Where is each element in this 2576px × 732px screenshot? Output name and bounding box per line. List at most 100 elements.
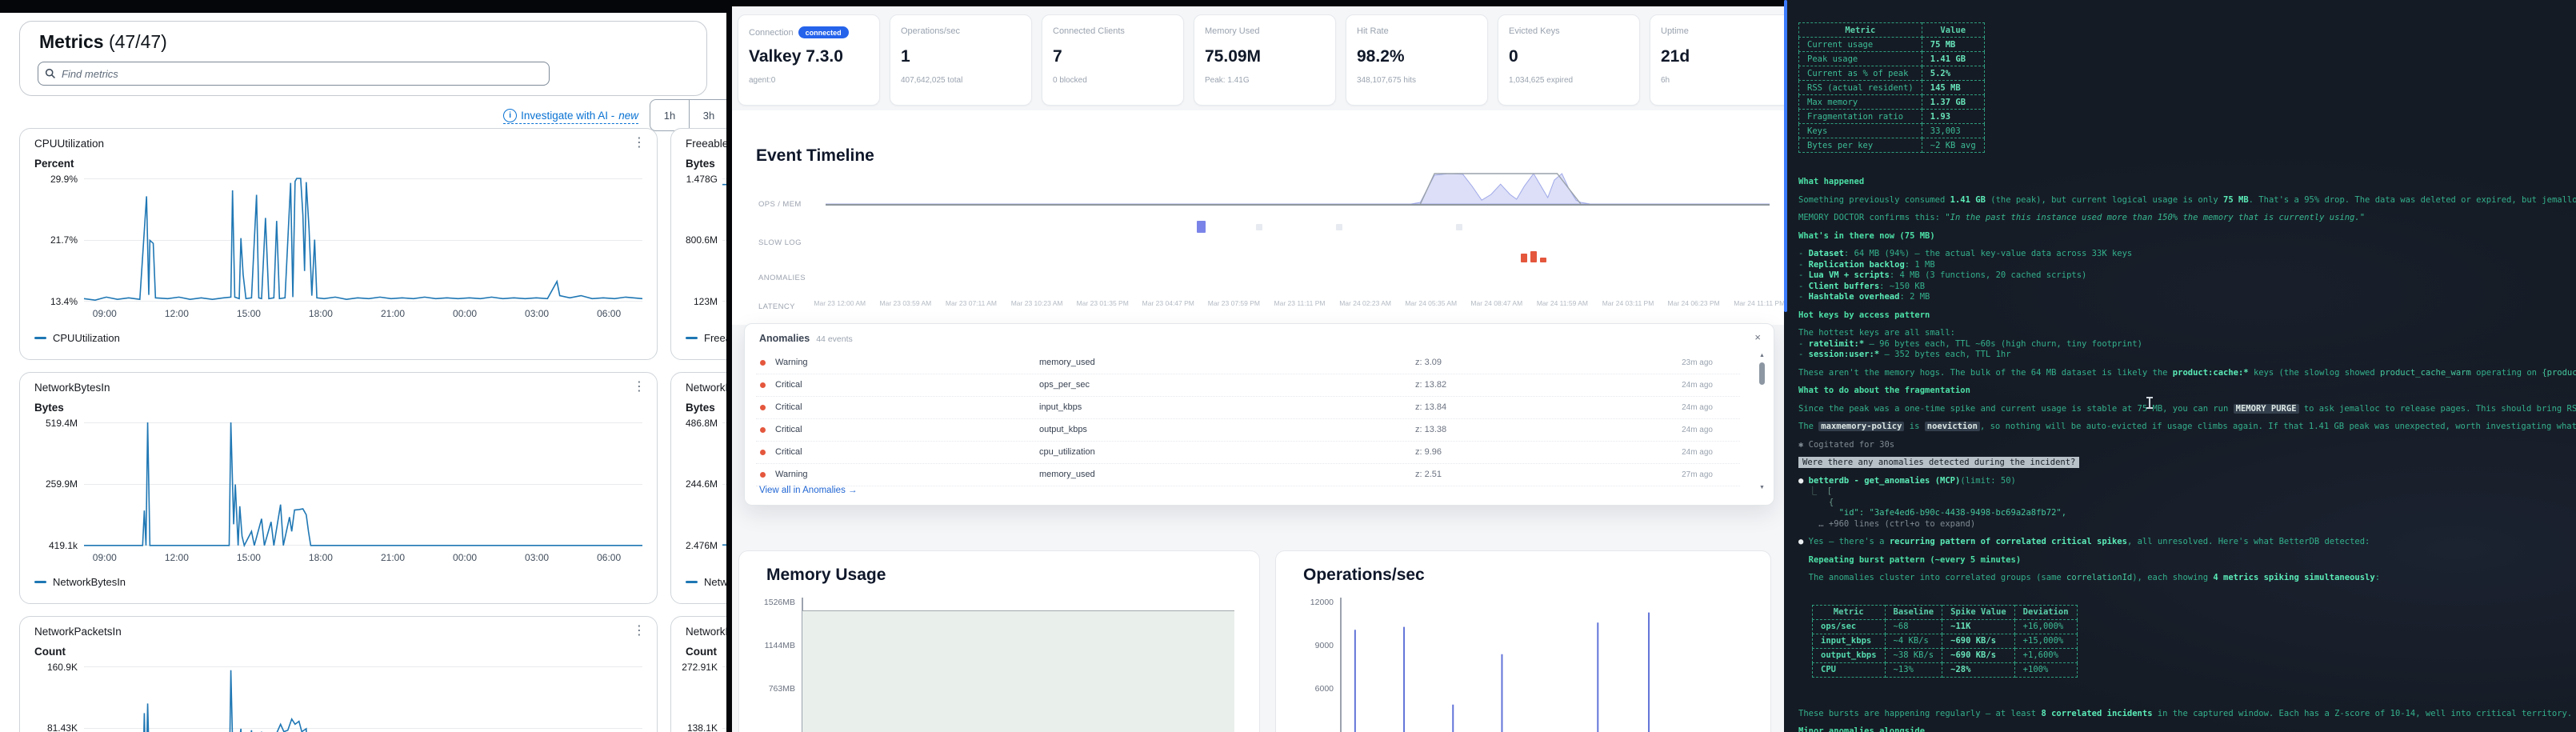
time-range-1h[interactable]: 1h bbox=[663, 109, 676, 122]
anomaly-event-marker[interactable] bbox=[1540, 258, 1546, 262]
table-cell: +100% bbox=[2014, 662, 2078, 678]
chart-title: FreeableM bbox=[686, 138, 726, 150]
x-tick: 15:00 bbox=[236, 308, 261, 319]
terminal-line: These bursts are happening regularly — a… bbox=[1798, 709, 2576, 720]
timeline-tick: Mar 24 11:11 PM bbox=[1734, 299, 1784, 307]
kebab-menu-icon[interactable]: ⋮ bbox=[633, 624, 646, 638]
chart-plot bbox=[84, 178, 642, 302]
timeline-tick: Mar 23 07:59 PM bbox=[1207, 299, 1260, 307]
table-cell: Current as % of peak bbox=[1798, 66, 1922, 81]
y-tick: 160.9K bbox=[46, 662, 78, 673]
terminal-text: These bursts are happening regularly — a… bbox=[1798, 708, 2042, 718]
x-tick: 12:00 bbox=[164, 552, 189, 563]
terminal-text: betterdb - get_anomalies (MCP) bbox=[1808, 475, 1961, 486]
terminal-line: Repeating burst pattern (~every 5 minute… bbox=[1798, 555, 2576, 566]
timeline-tick: Mar 23 11:11 PM bbox=[1274, 299, 1326, 307]
anomaly-row[interactable]: Critical cpu_utilization z: 9.96 24m ago bbox=[756, 441, 1740, 464]
anomaly-row[interactable]: Critical output_kbps z: 13.38 24m ago bbox=[756, 418, 1740, 442]
table-header: Value bbox=[1921, 22, 1985, 38]
terminal-text: Something previously consumed bbox=[1798, 194, 1950, 205]
terminal-text: MEMORY DOCTOR confirms this: bbox=[1798, 213, 1946, 222]
terminal-text: maxmemory-policy bbox=[1818, 422, 1905, 431]
terminal-line bbox=[1798, 188, 2576, 195]
anomaly-row[interactable]: Warning memory_used z: 2.51 27m ago bbox=[756, 463, 1740, 486]
close-icon[interactable]: × bbox=[1754, 331, 1761, 343]
chart-plot bbox=[84, 422, 642, 546]
anomaly-event-marker[interactable] bbox=[1530, 251, 1537, 262]
terminal-text: Since the peak was a one-time spike and … bbox=[1798, 403, 2234, 414]
scrollbar[interactable]: ▲ ▼ bbox=[1758, 353, 1766, 490]
chart-legend[interactable]: Netw bbox=[686, 576, 726, 588]
table-row: Current as % of peak 5.2% bbox=[1798, 66, 1985, 81]
terminal-text: , so nothing will be auto-evicted if usa… bbox=[1979, 422, 2576, 431]
anomalies-card: Anomalies 44 events × Warning memory_used z… bbox=[744, 323, 1774, 506]
table-cell: 1.93 bbox=[1921, 109, 1985, 124]
terminal-text: - bbox=[1798, 338, 1809, 349]
terminal-text: : 2 MB bbox=[1899, 292, 1930, 302]
table-cell: ~690 KB/s bbox=[1942, 633, 2015, 649]
terminal-line: The maxmemory-policy is noeviction, so n… bbox=[1798, 422, 2576, 433]
anomaly-row[interactable]: Critical input_kbps z: 13.84 24m ago bbox=[756, 396, 1740, 419]
chart-legend[interactable]: Freea bbox=[686, 332, 726, 344]
chart-legend[interactable]: NetworkBytesIn bbox=[34, 576, 126, 588]
table-cell: Current usage bbox=[1798, 37, 1922, 52]
terminal-text: ● bbox=[1798, 475, 1809, 486]
stat-card-ops: Operations/sec 1 407,642,025 total bbox=[890, 14, 1032, 106]
x-tick: 12:00 bbox=[164, 308, 189, 319]
table-cell: 145 MB bbox=[1921, 80, 1985, 95]
terminal-line bbox=[1798, 361, 2576, 368]
search-input[interactable]: Find metrics bbox=[38, 62, 550, 86]
scrollbar-thumb[interactable] bbox=[1759, 362, 1765, 385]
table-cell: 5.2% bbox=[1921, 66, 1985, 81]
terminal-text: "In the past this instance used more tha… bbox=[1945, 213, 2366, 222]
terminal-line: MEMORY DOCTOR confirms this: "In the pas… bbox=[1798, 213, 2576, 224]
view-all-anomalies-link[interactable]: View all in Anomalies → bbox=[759, 486, 858, 495]
table-cell: output_kbps bbox=[1812, 647, 1886, 663]
investigate-with-ai-link[interactable]: i Investigate with AI - new bbox=[503, 109, 638, 124]
chart-title: NetworkP bbox=[686, 626, 726, 638]
timeline-ops-baseline bbox=[826, 204, 1770, 206]
terminal-text: MEMORY PURGE bbox=[2233, 403, 2299, 414]
memory-usage-title: Memory Usage bbox=[766, 566, 886, 584]
terminal-text: - bbox=[1798, 350, 1809, 359]
terminal-text: ✱ Cogitated for 30s bbox=[1798, 439, 1895, 450]
scroll-up-icon[interactable]: ▲ bbox=[1759, 353, 1765, 358]
anomaly-event-marker[interactable] bbox=[1521, 254, 1527, 262]
chart-legend[interactable]: CPUUtilization bbox=[34, 332, 120, 344]
slowlog-event-marker[interactable] bbox=[1197, 221, 1206, 233]
chart-plot bbox=[84, 666, 642, 732]
stat-card-evicted: Evicted Keys 0 1,034,625 expired bbox=[1498, 14, 1640, 106]
terminal-text: product_cache_warm bbox=[2380, 367, 2471, 378]
timeline-tick: Mar 23 07:11 AM bbox=[945, 299, 998, 307]
table-cell: Max memory bbox=[1798, 94, 1922, 110]
anomaly-row[interactable]: Critical ops_per_sec z: 13.82 24m ago bbox=[756, 374, 1740, 397]
terminal-line bbox=[1798, 378, 2576, 386]
x-tick: 03:00 bbox=[525, 308, 550, 319]
terminal-line bbox=[1798, 548, 2576, 555]
terminal-text: ratelimit:* bbox=[1808, 338, 1865, 349]
legend-swatch bbox=[34, 336, 46, 340]
anomaly-row[interactable]: Warning memory_used z: 3.09 23m ago bbox=[756, 351, 1740, 374]
burst-metrics-table: Metric Baseline Spike Value Deviation ops/se… bbox=[1812, 604, 2078, 678]
scroll-down-icon[interactable]: ▼ bbox=[1759, 485, 1765, 490]
terminal-text: in the captured window. Each has a Z-sco… bbox=[2152, 708, 2573, 718]
y-tick: 21.7% bbox=[50, 234, 78, 246]
timeline-tick: Mar 23 10:23 AM bbox=[1010, 299, 1063, 307]
y-tick: 519.4M bbox=[45, 418, 78, 429]
kebab-menu-icon[interactable]: ⋮ bbox=[633, 136, 646, 150]
terminal-scrollbar[interactable] bbox=[1784, 0, 1787, 312]
time-range-3h[interactable]: 3h bbox=[689, 100, 726, 130]
y-tick: 1144MB bbox=[764, 641, 795, 650]
timeline-tick: Mar 23 12:00 AM bbox=[814, 299, 866, 307]
chart-card-networkbytesin: NetworkBytesIn ⋮ Bytes 519.4M 259.9M 419… bbox=[19, 372, 658, 604]
table-header: Deviation bbox=[2014, 604, 2078, 620]
chart-title: NetworkPacketsIn bbox=[34, 626, 122, 638]
terminal-line: - Replication backlog: 1 MB bbox=[1798, 260, 2576, 271]
terminal-line: ⎿ [ bbox=[1798, 486, 2576, 498]
terminal-text: These aren't the memory hogs. The bulk o… bbox=[1798, 367, 2173, 378]
terminal-text: ⎿ [ bbox=[1798, 486, 1833, 496]
kebab-menu-icon[interactable]: ⋮ bbox=[633, 380, 646, 394]
